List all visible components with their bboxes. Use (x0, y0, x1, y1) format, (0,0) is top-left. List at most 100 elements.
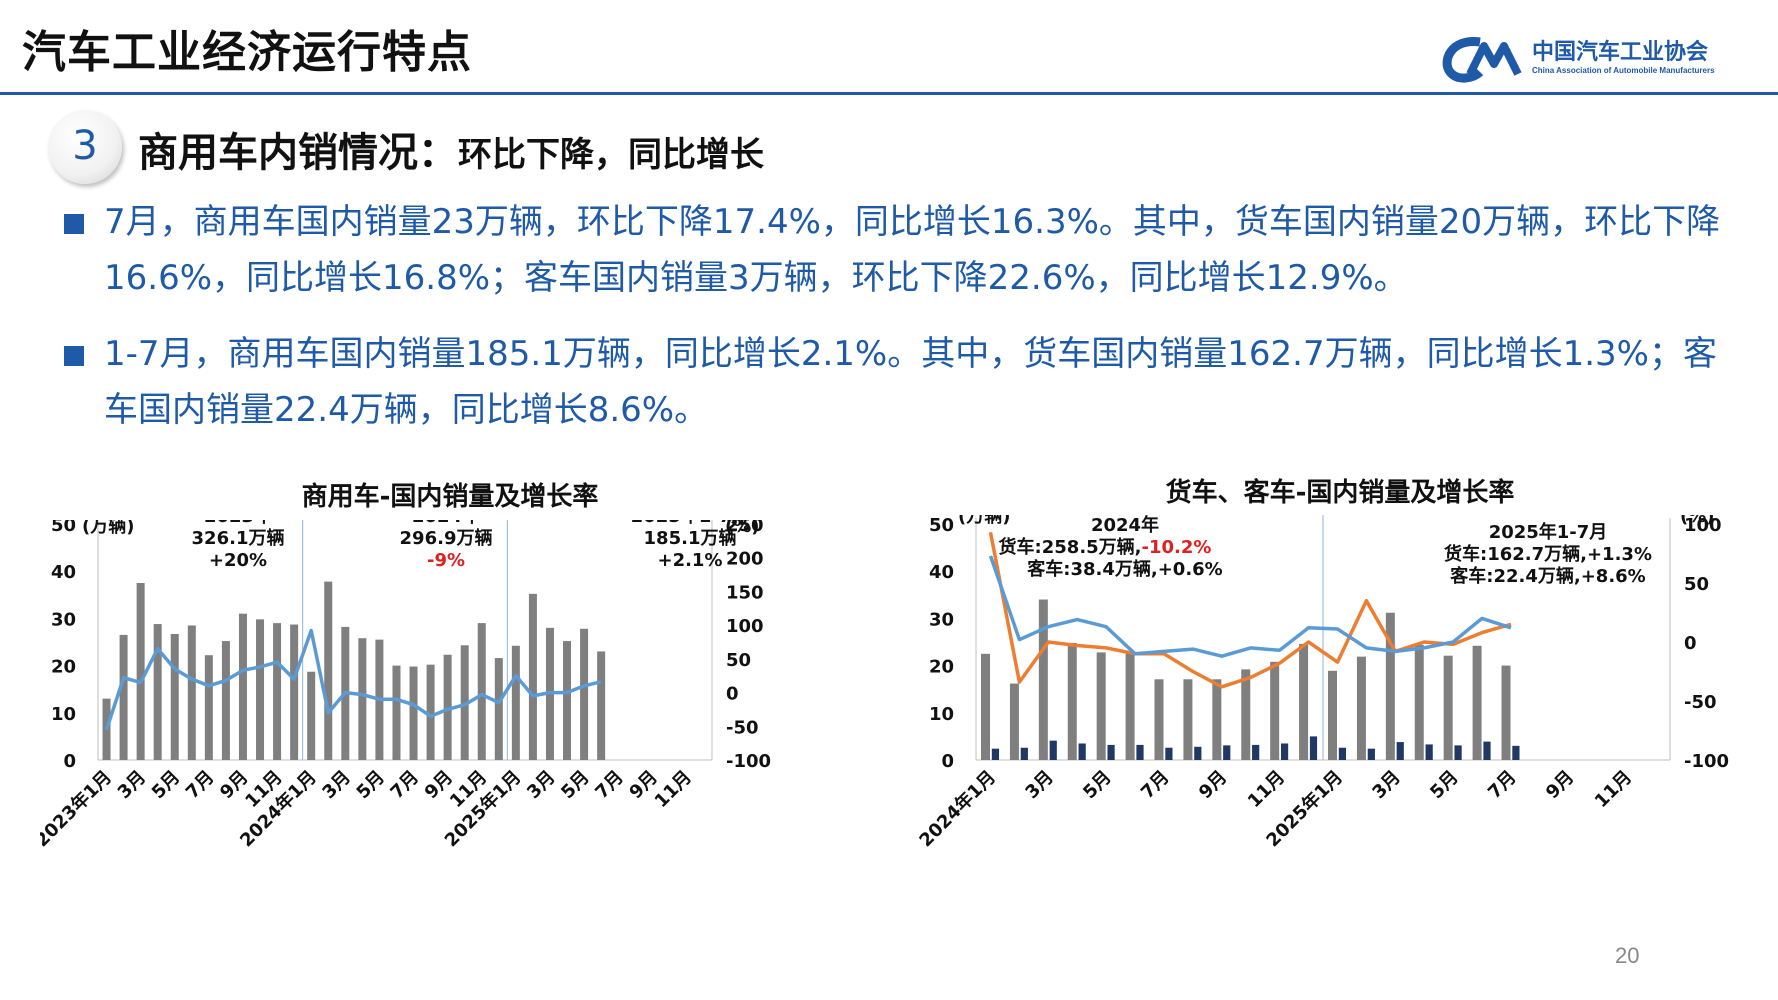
annotation-line: -9% (427, 550, 465, 571)
x-tick-label: 5月 (557, 767, 593, 803)
annotation-line: 客车:38.4万辆,+0.6% (1027, 558, 1222, 580)
bullet-item: 7月，商用车国内销量23万辆，环比下降17.4%，同比增长16.3%。其中，货车… (64, 194, 1744, 306)
x-tick-label: 7月 (1484, 767, 1520, 803)
x-tick-label: 5月 (1079, 767, 1115, 803)
bar (1096, 652, 1106, 760)
annotation-line: +2.1% (657, 550, 722, 571)
y-left-tick-label: 40 (51, 562, 76, 583)
annotation-line: 2024年 (1091, 515, 1159, 536)
x-tick-label: 7月 (591, 767, 627, 803)
y-left-tick-label: 30 (51, 609, 76, 630)
bar (290, 624, 299, 760)
bar (528, 593, 537, 760)
annotation-line: 2023年 (204, 520, 272, 527)
x-tick-label: 3月 (523, 767, 559, 803)
annotation-line: 货车:258.5万辆, (999, 536, 1142, 558)
y-right-tick-label: 50 (726, 650, 751, 671)
bar (1212, 679, 1222, 760)
chart-title-commercial: 商用车-国内销量及增长率 (301, 482, 599, 512)
x-tick-label: 9月 (1195, 767, 1231, 803)
bar (1125, 652, 1135, 760)
x-tick-label: 11月 (651, 767, 696, 812)
annotation-line: 货车:162.7万辆,+1.3% (1444, 543, 1652, 565)
bar (273, 623, 282, 760)
period-annotation: 2023年326.1万辆+20% (192, 520, 285, 571)
bar (1223, 745, 1231, 760)
y-right-axis-label: (%) (1680, 515, 1715, 527)
y-right-axis-label: (%) (725, 520, 760, 537)
bullet-square-icon (64, 346, 84, 366)
logo-en-name: China Association of Automobile Manufact… (1532, 66, 1715, 75)
period-annotation: 2024年货车:258.5万辆,-10.2%客车:38.4万辆,+0.6% (999, 515, 1223, 580)
x-tick-label: 5月 (1426, 767, 1462, 803)
bar (256, 619, 265, 760)
bar (1241, 669, 1251, 760)
y-right-tick-label: 200 (726, 549, 764, 570)
bar (221, 641, 230, 760)
x-tick-label: 3月 (114, 767, 150, 803)
bar (170, 633, 179, 760)
bar (477, 623, 486, 760)
x-tick-label: 5月 (353, 767, 389, 803)
bar (1454, 745, 1462, 760)
bar (1309, 736, 1318, 760)
annotation-line: 326.1万辆 (192, 527, 285, 549)
y-right-tick-label: -100 (726, 751, 771, 772)
annotation-line: -10.2% (1142, 537, 1212, 558)
bar (1385, 612, 1395, 760)
bar (1183, 679, 1193, 760)
growth-rate-line (988, 531, 1512, 689)
bar (307, 671, 316, 760)
bar (426, 664, 435, 760)
bullet-square-icon (64, 214, 84, 234)
annotation-line: 2024年 (412, 520, 480, 527)
period-annotation: 2024年296.9万辆-9% (400, 520, 493, 571)
x-tick-label: 3月 (1368, 767, 1404, 803)
x-tick-label: 2023年1月 (40, 766, 116, 851)
bar (1107, 744, 1115, 760)
x-tick-label: 11月 (1591, 767, 1636, 812)
bar (1252, 744, 1260, 760)
bar (597, 651, 606, 760)
y-left-tick-label: 50 (929, 515, 954, 536)
commercial-vehicle-chart: 0 10 20 30 40 50 -100 -50 0 50 100 150 200 250 (万辆) (%)… (40, 520, 771, 851)
bar (1299, 643, 1309, 760)
bar (1501, 665, 1511, 760)
period-annotation: 2025年1-7月185.1万辆+2.1% (631, 520, 750, 571)
y-left-tick-label: 0 (941, 751, 954, 772)
bar (1165, 747, 1173, 760)
bar (1338, 747, 1347, 760)
y-right-tick-label: 100 (726, 616, 764, 637)
section-title-sub: 环比下降，同比增长 (458, 135, 764, 175)
bar (511, 645, 520, 760)
bar (187, 625, 196, 760)
section-number-badge: 3 (48, 110, 122, 184)
bar (1356, 656, 1366, 760)
bar (392, 665, 401, 760)
section-number: 3 (72, 123, 98, 169)
section-title-main: 商用车内销情况： (138, 130, 458, 176)
y-left-tick-label: 20 (51, 657, 76, 678)
y-left-tick-label: 30 (929, 609, 954, 630)
bullet-text: 7月，商用车国内销量23万辆，环比下降17.4%，同比增长16.3%。其中，货车… (104, 202, 1721, 298)
y-right-tick-label: -50 (1684, 692, 1717, 713)
header-divider (0, 92, 1778, 95)
bar (119, 634, 128, 760)
bar (1414, 644, 1424, 760)
bar (563, 641, 572, 760)
bar (409, 666, 418, 760)
bullet-text: 1-7月，商用车国内销量185.1万辆，同比增长2.1%。其中，货车国内销量16… (104, 334, 1717, 430)
caam-logo-mark (1442, 37, 1522, 83)
bar (1049, 740, 1057, 760)
caam-logo: 中国汽车工业协会 China Association of Automobile… (1440, 34, 1740, 84)
chart-title-truck-bus: 货车、客车-国内销量及增长率 (1165, 478, 1515, 508)
logo-cn-name: 中国汽车工业协会 (1532, 40, 1709, 65)
period-annotation: 2025年1-7月货车:162.7万辆,+1.3%客车:22.4万辆,+8.6% (1444, 521, 1652, 587)
bullet-item: 1-7月，商用车国内销量185.1万辆，同比增长2.1%。其中，货车国内销量16… (64, 326, 1744, 438)
bar (1396, 742, 1404, 760)
y-right-tick-label: 0 (726, 684, 739, 705)
y-left-axis-label: (万辆) (82, 520, 134, 537)
bar (324, 581, 333, 760)
bar (1443, 655, 1453, 760)
bar (136, 583, 145, 760)
